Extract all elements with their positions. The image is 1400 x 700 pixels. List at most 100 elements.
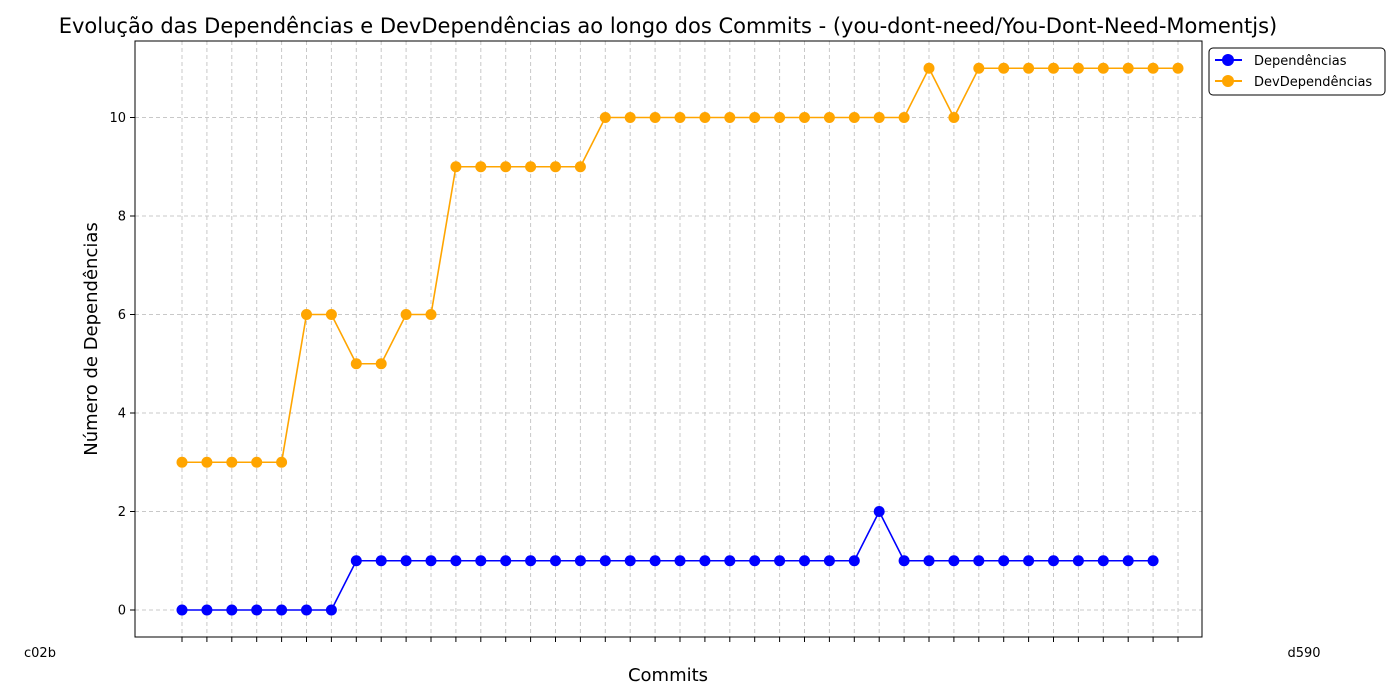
data-point (599, 112, 611, 123)
data-point (425, 555, 437, 567)
data-point (525, 161, 537, 173)
series-layer (176, 62, 1184, 616)
legend-marker-devdependencias (1222, 75, 1234, 87)
data-point (201, 604, 213, 616)
data-point (649, 555, 661, 567)
data-point (574, 555, 586, 567)
data-point (1072, 555, 1084, 567)
data-point (898, 112, 910, 123)
legend-box (1208, 47, 1386, 96)
data-point (774, 112, 786, 123)
data-point (400, 555, 412, 567)
data-point (226, 604, 238, 616)
data-point (724, 555, 736, 567)
data-point (550, 161, 561, 173)
data-point (749, 112, 761, 123)
data-point (176, 604, 188, 616)
data-point (375, 555, 387, 567)
data-point (998, 555, 1010, 567)
data-point (450, 555, 462, 567)
data-point (525, 555, 537, 567)
data-point (574, 161, 586, 173)
y-axis-ticks: 0 2 4 6 8 10 (109, 111, 135, 619)
data-point (350, 555, 362, 567)
data-point (1097, 555, 1109, 567)
data-point (1172, 62, 1184, 74)
data-point (699, 555, 711, 567)
data-point (276, 456, 288, 468)
data-point (450, 161, 462, 173)
data-point (500, 555, 512, 567)
legend-marker-dependencias (1222, 54, 1234, 66)
data-point (823, 555, 835, 567)
data-point (848, 112, 860, 123)
data-point (624, 555, 636, 567)
data-point (325, 309, 337, 320)
y-tick-label: 6 (118, 308, 126, 323)
grid (135, 41, 1202, 637)
data-point (624, 112, 636, 123)
data-point (973, 62, 985, 74)
data-point (674, 112, 686, 123)
data-point (873, 506, 885, 517)
data-point (898, 555, 910, 567)
chart-title: Evolução das Dependências e DevDependênc… (59, 14, 1278, 38)
y-tick-label: 2 (118, 505, 126, 520)
data-point (699, 112, 711, 123)
data-point (226, 456, 238, 468)
data-point (724, 112, 736, 123)
data-point (1072, 62, 1084, 74)
data-point (649, 112, 661, 123)
data-point (599, 555, 611, 567)
data-point (674, 555, 686, 567)
data-point (823, 112, 835, 123)
data-point (1023, 62, 1035, 74)
data-point (475, 161, 487, 173)
x-axis-label: Commits (628, 665, 708, 686)
legend-label-devdependencias: DevDependências (1254, 75, 1372, 90)
y-tick-label: 8 (118, 210, 126, 225)
data-point (1048, 555, 1059, 567)
data-point (325, 604, 337, 616)
legend: Dependências DevDependências (1208, 47, 1386, 96)
data-point (799, 555, 810, 567)
data-point (799, 112, 810, 123)
data-point (500, 161, 512, 173)
plot-frame (134, 40, 1203, 638)
y-tick-label: 4 (118, 407, 126, 422)
data-point (251, 604, 263, 616)
data-point (1147, 555, 1159, 567)
data-point (749, 555, 761, 567)
data-point (475, 555, 487, 567)
x-axis-ticks (181, 637, 1179, 642)
data-point (400, 309, 412, 320)
series-line-0 (182, 509, 1154, 611)
y-tick-label: 0 (118, 604, 126, 619)
data-point (375, 358, 387, 370)
data-point (301, 604, 312, 616)
data-point (301, 309, 312, 320)
x-tick-label-last: d590 (1287, 646, 1320, 661)
data-point (276, 604, 288, 616)
data-point (176, 456, 188, 468)
data-point (948, 555, 960, 567)
y-tick-label: 10 (109, 111, 126, 126)
data-point (550, 555, 561, 567)
data-point (1147, 62, 1159, 74)
data-point (1122, 62, 1134, 74)
x-tick-label-first: c02b (24, 646, 56, 661)
data-point (973, 555, 985, 567)
data-point (251, 456, 263, 468)
data-point (1097, 62, 1109, 74)
data-point (1122, 555, 1134, 567)
legend-label-dependencias: Dependências (1254, 54, 1347, 69)
data-point (201, 456, 213, 468)
data-point (998, 62, 1010, 74)
data-point (774, 555, 786, 567)
data-point (1048, 62, 1059, 74)
data-point (873, 112, 885, 123)
data-point (425, 309, 437, 320)
data-point (848, 555, 860, 567)
data-point (923, 555, 935, 567)
